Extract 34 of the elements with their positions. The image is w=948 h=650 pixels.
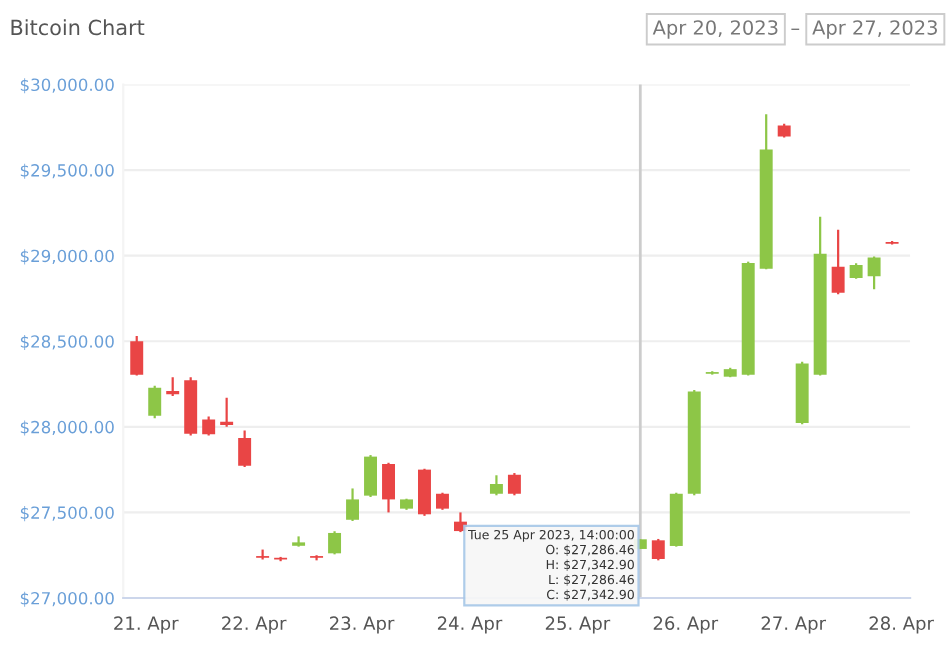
- y-tick-label: $30,000.00: [20, 78, 114, 94]
- x-tick-label: 26. Apr: [653, 616, 719, 634]
- text: –: [791, 28, 800, 30]
- y-tick-label: $29,500.00: [20, 163, 114, 179]
- candlestick: [202, 415, 216, 437]
- candlestick: [418, 467, 431, 517]
- candlestick: [130, 335, 144, 377]
- candlestick: [651, 537, 665, 562]
- candlestick: [328, 530, 342, 556]
- x-tick-label: 23. Apr: [330, 616, 395, 634]
- candlestick: [346, 487, 360, 523]
- x-tick-label: 22. Apr: [222, 616, 287, 634]
- text: Apr 27, 2023: [812, 20, 937, 39]
- text: Apr 20, 2023: [652, 20, 778, 39]
- x-tick-label: 24. Apr: [437, 616, 503, 634]
- candlestick: [382, 461, 395, 514]
- x-tick-label: 21. Apr: [114, 616, 179, 634]
- y-tick-label: $28,000.00: [20, 420, 114, 436]
- candlestick: [489, 474, 503, 497]
- x-tick-label: 28. Apr: [869, 616, 934, 634]
- y-tick-label: $28,500.00: [20, 334, 114, 351]
- candlestick: [238, 429, 252, 469]
- y-tick-label: $27,000.00: [20, 591, 114, 607]
- candlestick: [507, 471, 521, 497]
- x-tick-label: 27. Apr: [761, 616, 827, 634]
- candlestick: [364, 453, 378, 499]
- y-tick-label: $27,500.00: [20, 506, 114, 522]
- candlestick: [867, 255, 881, 291]
- x-tick-label: 25. Apr: [545, 616, 611, 634]
- candlestick: [292, 535, 306, 548]
- y-tick-label: $29,000.00: [20, 249, 114, 265]
- candlestick: [148, 384, 162, 420]
- chart-title: Bitcoin Chart: [11, 19, 145, 36]
- candlestick: [831, 228, 845, 296]
